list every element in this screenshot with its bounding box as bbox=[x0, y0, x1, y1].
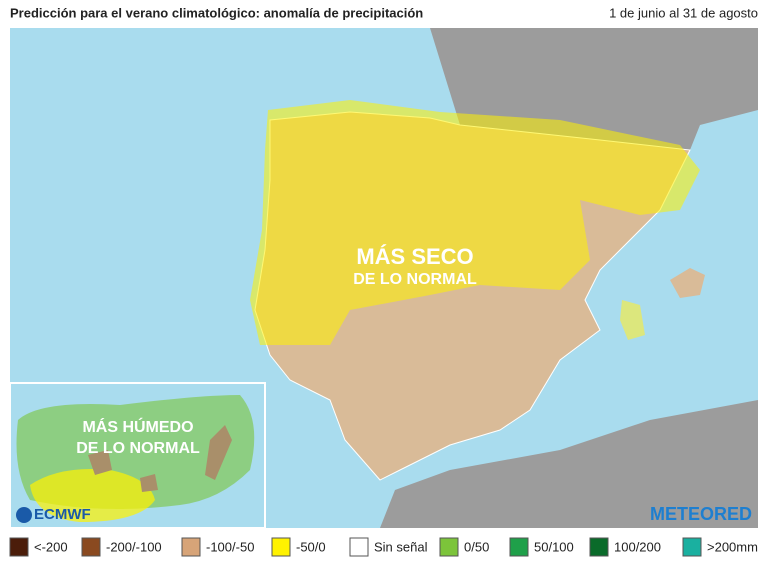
legend-swatch bbox=[509, 537, 529, 557]
map-label: MÁS HÚMEDO bbox=[82, 417, 193, 436]
legend-swatch bbox=[271, 537, 291, 557]
legend-label: 50/100 bbox=[534, 539, 574, 554]
ibiza-zone bbox=[620, 300, 645, 340]
legend-swatch bbox=[589, 537, 609, 557]
logo-ecmwf: ECMWF bbox=[34, 506, 91, 523]
legend-label: Sin señal bbox=[374, 539, 428, 554]
legend-swatch bbox=[349, 537, 369, 557]
map-label: MÁS SECO bbox=[356, 244, 473, 269]
legend-label: 0/50 bbox=[464, 539, 489, 554]
legend-swatch bbox=[682, 537, 702, 557]
logo-icon bbox=[16, 507, 32, 523]
map-label: DE LO NORMAL bbox=[76, 440, 200, 457]
island bbox=[140, 474, 158, 492]
legend-swatch bbox=[81, 537, 101, 557]
title: Predicción para el verano climatológico:… bbox=[10, 5, 423, 20]
legend-label: -200/-100 bbox=[106, 539, 162, 554]
legend-label: 100/200 bbox=[614, 539, 661, 554]
legend-swatch bbox=[9, 537, 29, 557]
legend-label: -50/0 bbox=[296, 539, 326, 554]
logo-meteored: METEORED bbox=[650, 504, 752, 524]
legend-swatch bbox=[439, 537, 459, 557]
dry-zone bbox=[250, 100, 700, 345]
mallorca bbox=[670, 268, 705, 298]
legend-label: <-200 bbox=[34, 539, 68, 554]
legend-swatch bbox=[181, 537, 201, 557]
date-range: 1 de junio al 31 de agosto bbox=[609, 5, 758, 20]
island bbox=[88, 450, 112, 475]
map: MÁS SECO DE LO NORMAL MÁS HÚMEDO DE LO N… bbox=[9, 28, 758, 529]
legend-label: -100/-50 bbox=[206, 539, 254, 554]
legend: <-200 -200/-100 -100/-50 -50/0 Sin señal 0/50… bbox=[9, 537, 758, 557]
africa bbox=[380, 400, 758, 528]
dry-zone-canary bbox=[30, 469, 155, 522]
legend-label: >200mm bbox=[707, 539, 758, 554]
map-label: DE LO NORMAL bbox=[353, 271, 477, 288]
island bbox=[205, 425, 232, 480]
